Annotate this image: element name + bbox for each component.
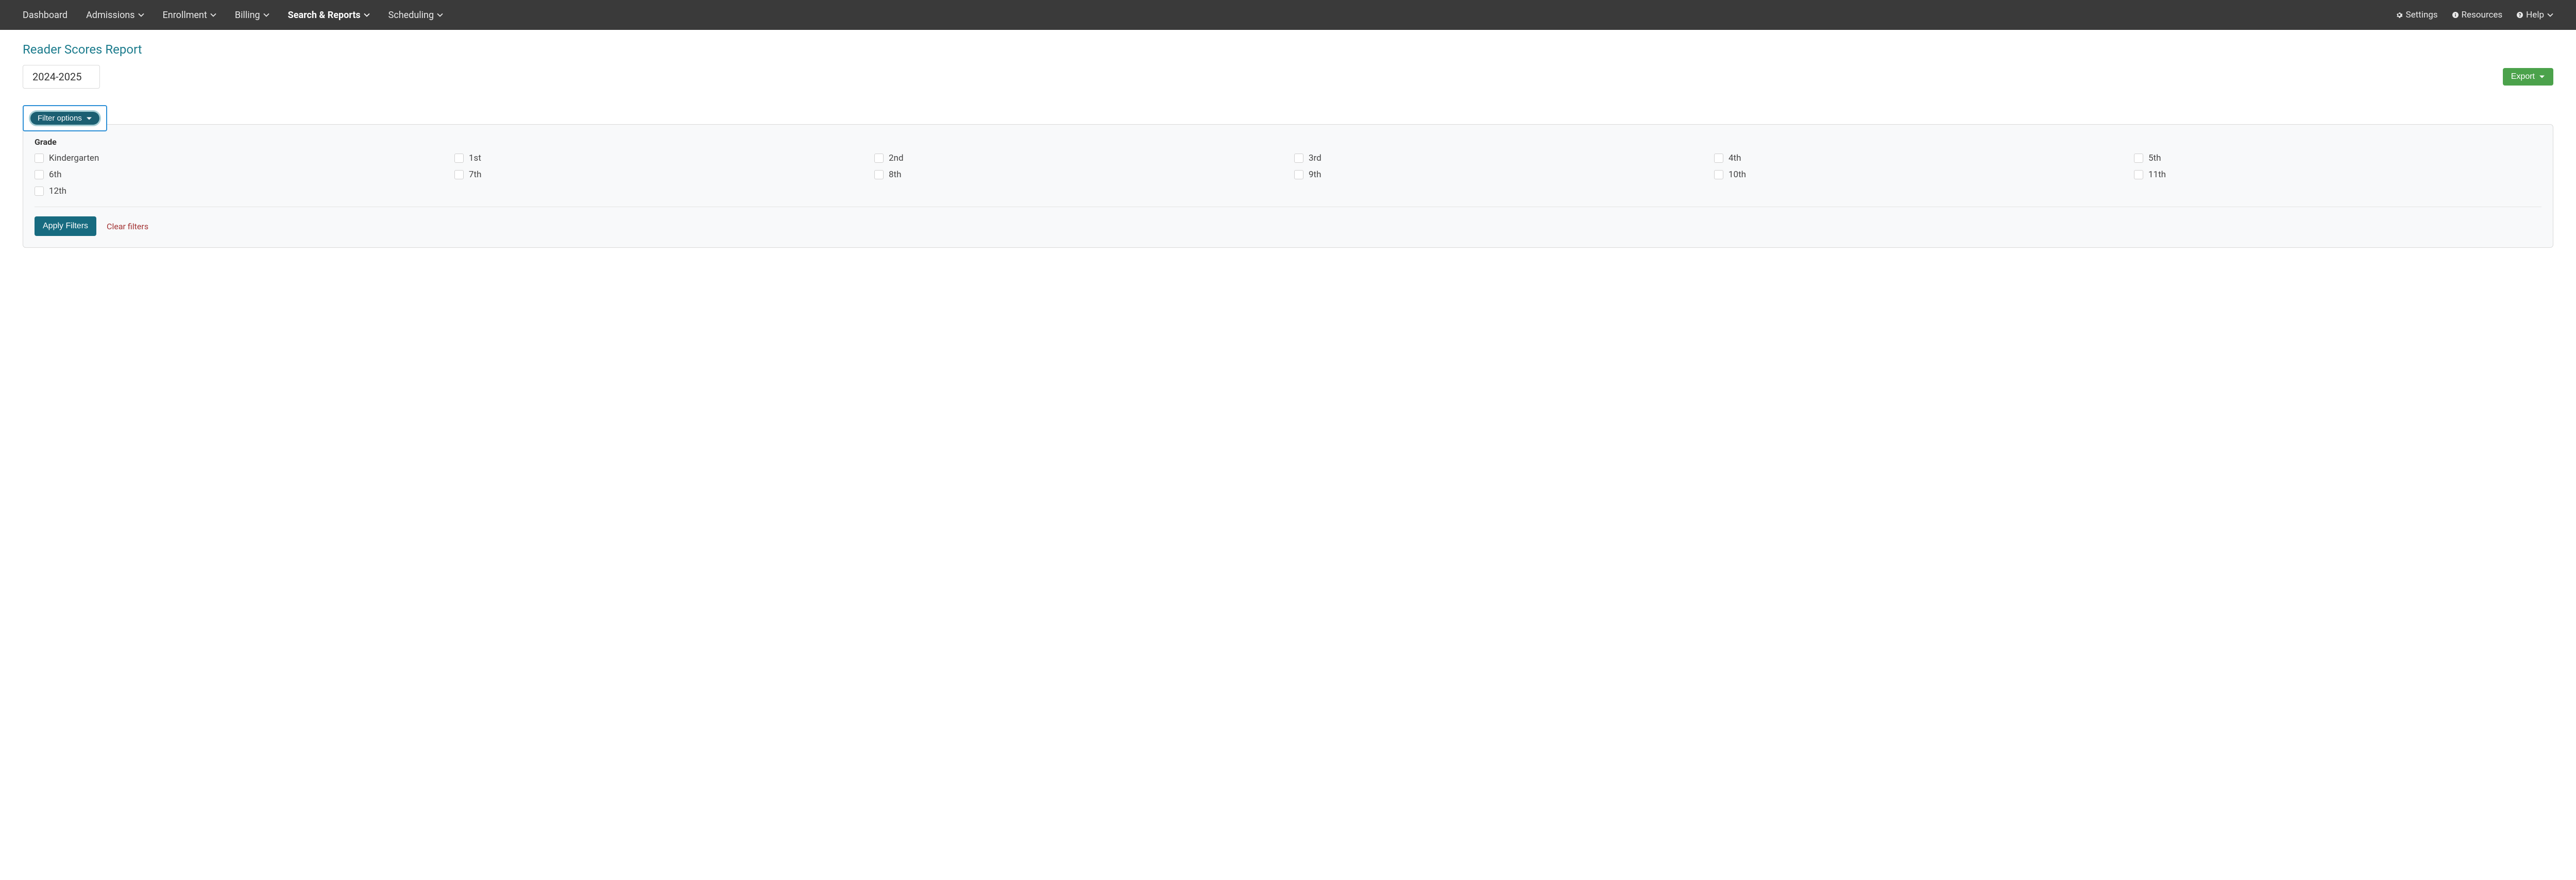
nav-item-help[interactable]: Help (2517, 10, 2553, 20)
nav-item-label: Scheduling (388, 10, 434, 21)
grade-label: 9th (1309, 170, 1321, 180)
filter-toggle-halo: Filter options (29, 110, 101, 126)
nav-item-label: Enrollment (163, 10, 207, 21)
grade-checkbox[interactable] (1294, 170, 1303, 179)
clear-filters-link[interactable]: Clear filters (107, 222, 148, 231)
nav-item-label: Search & Reports (288, 10, 361, 21)
nav-item-label: Billing (235, 10, 260, 21)
nav-right-group: Settings Resources Help (2396, 10, 2553, 20)
nav-item-resources[interactable]: Resources (2452, 10, 2503, 20)
chevron-down-icon (210, 12, 216, 18)
chevron-down-icon (86, 115, 92, 122)
chevron-down-icon (437, 12, 443, 18)
grade-option[interactable]: 8th (874, 170, 1282, 180)
grade-checkbox[interactable] (35, 187, 44, 196)
grade-checkbox[interactable] (454, 170, 464, 179)
filter-panel: Grade Kindergarten 1st 2nd 3rd 4th 5th 6th 7th 8… (23, 124, 2553, 248)
grade-option[interactable]: 2nd (874, 153, 1282, 163)
info-icon (2452, 12, 2459, 18)
apply-filters-label: Apply Filters (43, 222, 88, 230)
nav-item-enrollment[interactable]: Enrollment (163, 10, 216, 21)
filter-section-label: Grade (35, 137, 2541, 147)
page-title: Reader Scores Report (23, 42, 2553, 57)
year-select-value: 2024-2025 (32, 71, 81, 83)
grade-option[interactable]: 12th (35, 186, 442, 196)
grade-checkbox-grid: Kindergarten 1st 2nd 3rd 4th 5th 6th 7th 8th 9th 1… (35, 153, 2541, 196)
grade-checkbox[interactable] (454, 154, 464, 163)
grade-option[interactable]: 6th (35, 170, 442, 180)
grade-label: 2nd (889, 153, 904, 163)
filter-options-label: Filter options (38, 114, 82, 123)
nav-item-billing[interactable]: Billing (235, 10, 269, 21)
grade-label: 3rd (1309, 153, 1321, 163)
nav-item-admissions[interactable]: Admissions (86, 10, 144, 21)
nav-item-search-reports[interactable]: Search & Reports (288, 10, 370, 21)
grade-label: 11th (2148, 170, 2166, 180)
filter-options-toggle[interactable]: Filter options (30, 112, 99, 125)
chevron-down-icon (364, 12, 370, 18)
grade-label: 8th (889, 170, 901, 180)
chevron-down-icon (138, 12, 144, 18)
grade-checkbox[interactable] (874, 170, 884, 179)
nav-item-label: Admissions (86, 10, 135, 21)
clear-filters-label: Clear filters (107, 222, 148, 231)
grade-label: 10th (1728, 170, 1746, 180)
nav-item-label: Settings (2405, 10, 2437, 20)
chevron-down-icon (2539, 74, 2545, 80)
grade-checkbox[interactable] (35, 170, 44, 179)
nav-item-label: Help (2526, 10, 2544, 20)
question-icon (2517, 12, 2523, 18)
apply-filters-button[interactable]: Apply Filters (35, 216, 96, 236)
export-button-label: Export (2511, 72, 2535, 81)
grade-checkbox[interactable] (1714, 154, 1723, 163)
grade-checkbox[interactable] (2134, 154, 2143, 163)
grade-label: 12th (49, 186, 66, 196)
grade-option[interactable]: 7th (454, 170, 862, 180)
nav-item-settings[interactable]: Settings (2396, 10, 2437, 20)
nav-item-label: Resources (2462, 10, 2503, 20)
grade-checkbox[interactable] (2134, 170, 2143, 179)
grade-option[interactable]: 9th (1294, 170, 1702, 180)
page-body: Reader Scores Report 2024-2025 Export Fi… (0, 30, 2576, 260)
grade-option[interactable]: 10th (1714, 170, 2122, 180)
year-select[interactable]: 2024-2025 (23, 65, 100, 89)
nav-left-group: Dashboard Admissions Enrollment Billing Sear… (23, 10, 2396, 21)
grade-label: 4th (1728, 153, 1741, 163)
grade-option[interactable]: 1st (454, 153, 862, 163)
year-export-row: 2024-2025 Export (23, 65, 2553, 89)
chevron-down-icon (2547, 12, 2553, 18)
grade-label: 5th (2148, 153, 2161, 163)
grade-checkbox[interactable] (1294, 154, 1303, 163)
grade-checkbox[interactable] (35, 154, 44, 163)
chevron-down-icon (263, 12, 269, 18)
grade-label: Kindergarten (49, 153, 99, 163)
grade-checkbox[interactable] (874, 154, 884, 163)
grade-option[interactable]: 3rd (1294, 153, 1702, 163)
grade-label: 1st (469, 153, 481, 163)
grade-label: 6th (49, 170, 61, 180)
export-button[interactable]: Export (2503, 68, 2553, 86)
top-navbar: Dashboard Admissions Enrollment Billing Sear… (0, 0, 2576, 30)
filter-actions: Apply Filters Clear filters (35, 216, 2541, 236)
grade-label: 7th (469, 170, 481, 180)
grade-option[interactable]: 4th (1714, 153, 2122, 163)
grade-option[interactable]: 11th (2134, 170, 2541, 180)
grade-checkbox[interactable] (1714, 170, 1723, 179)
nav-item-scheduling[interactable]: Scheduling (388, 10, 443, 21)
gear-icon (2396, 12, 2402, 18)
filter-toggle-highlight: Filter options (23, 105, 107, 131)
grade-option[interactable]: Kindergarten (35, 153, 442, 163)
grade-option[interactable]: 5th (2134, 153, 2541, 163)
nav-item-label: Dashboard (23, 10, 67, 21)
nav-item-dashboard[interactable]: Dashboard (23, 10, 67, 21)
